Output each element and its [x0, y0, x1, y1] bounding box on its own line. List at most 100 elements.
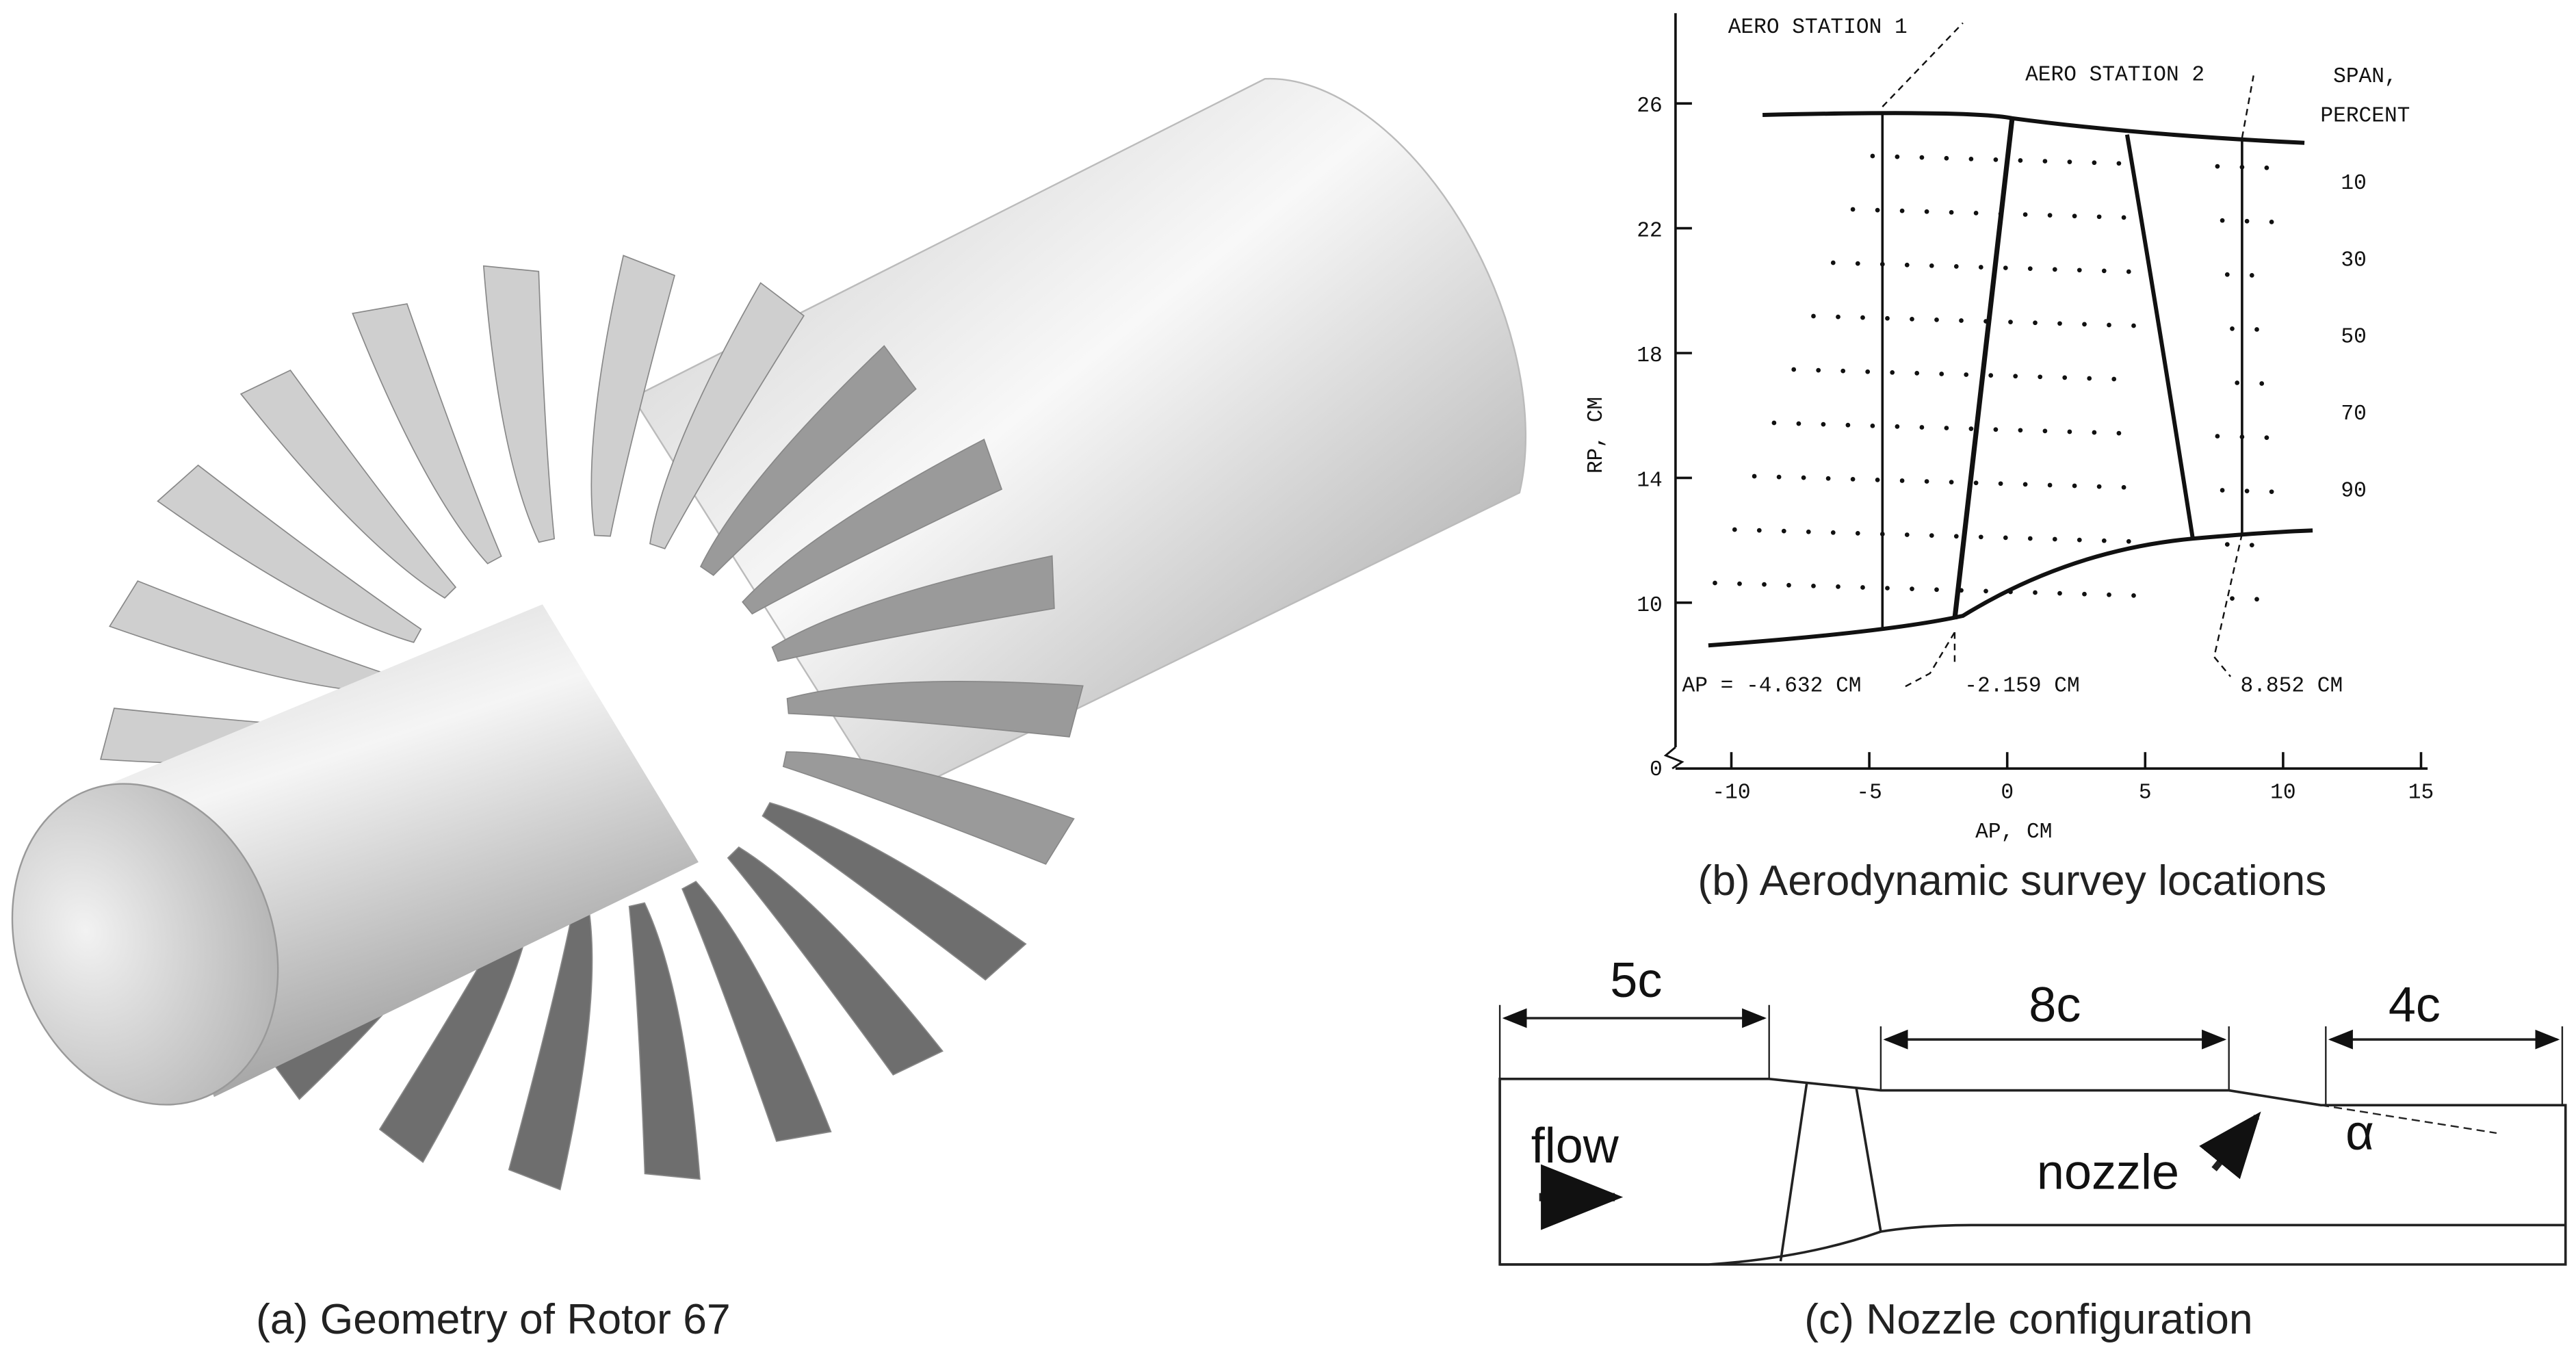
survey-point	[1988, 373, 1994, 378]
survey-point	[1836, 584, 1840, 589]
survey-point	[2082, 322, 2087, 327]
angle-label: α	[2345, 1106, 2374, 1160]
duct-bottom	[1500, 1223, 2566, 1266]
annotation: -2.159 CM	[1964, 674, 2079, 698]
survey-point	[1973, 480, 1979, 486]
survey-point	[1929, 263, 1934, 268]
survey-point	[1910, 586, 1914, 591]
span-label: 30	[2341, 248, 2366, 272]
survey-point	[2052, 267, 2057, 272]
survey-point	[1904, 532, 1910, 537]
nozzle-arrow	[2199, 1111, 2261, 1180]
annotation: 8.852 CM	[2241, 674, 2343, 698]
y-axis-label: RP, CM	[1585, 397, 1609, 473]
survey-point	[2220, 218, 2225, 223]
axis-break-label: 0	[1650, 758, 1663, 782]
survey-point	[2121, 215, 2126, 220]
extension-line	[1498, 1004, 2564, 1106]
survey-point	[2072, 213, 2077, 219]
blade	[681, 881, 832, 1142]
survey-point	[2067, 159, 2072, 164]
survey-point	[2224, 542, 2230, 547]
survey-point	[1830, 260, 1836, 265]
survey-point	[1949, 480, 1954, 484]
survey-point	[2239, 434, 2245, 439]
caption: (c) Nozzle configuration	[1804, 1296, 2252, 1343]
survey-point	[1959, 318, 1964, 323]
survey-point	[2042, 428, 2048, 434]
blade	[508, 908, 593, 1191]
survey-point	[1875, 478, 1880, 482]
survey-point	[2013, 374, 2018, 379]
survey-point	[1855, 261, 1860, 266]
y-tick-label: 14	[1637, 469, 1662, 493]
blade	[762, 802, 1027, 981]
survey-point	[2096, 484, 2102, 489]
survey-point	[2126, 538, 2131, 544]
survey-point	[2244, 489, 2250, 493]
survey-point	[1732, 527, 1737, 532]
trailing-edge	[2124, 134, 2195, 539]
survey-point	[1919, 155, 1925, 160]
y-tick-label: 10	[1637, 594, 1662, 618]
survey-point	[1860, 315, 1865, 320]
survey-point	[1890, 369, 1895, 375]
survey-point	[1939, 372, 1944, 376]
dimension-label: 5c	[1610, 953, 1662, 1008]
blade	[727, 846, 944, 1076]
survey-point	[1949, 209, 1954, 215]
survey-point	[2027, 536, 2033, 541]
survey-point	[2249, 543, 2254, 548]
survey-point	[1929, 533, 1934, 538]
survey-point	[1776, 474, 1782, 480]
survey-point	[1885, 586, 1890, 590]
blade	[699, 345, 917, 576]
survey-point	[1855, 531, 1860, 536]
rotor-illustration	[11, 77, 1527, 1191]
survey-point	[1904, 262, 1910, 268]
survey-point	[1968, 156, 1974, 161]
survey-point	[2101, 268, 2107, 274]
survey-point	[1737, 581, 1742, 586]
survey-point	[1713, 580, 1717, 586]
nozzle-label: nozzle	[2037, 1145, 2179, 1200]
survey-point	[1924, 209, 1929, 214]
survey-point	[1860, 585, 1865, 590]
hub-line	[1708, 528, 2313, 648]
survey-point	[1836, 314, 1840, 320]
blade	[628, 902, 701, 1180]
blade-section	[1779, 1082, 1882, 1262]
y-tick-label: 26	[1637, 94, 1662, 118]
survey-point	[1993, 157, 1999, 162]
survey-point	[2107, 322, 2111, 328]
survey-point	[1756, 528, 1762, 533]
survey-point	[2033, 320, 2038, 326]
survey-point	[1953, 534, 1959, 539]
survey-point	[1840, 368, 1846, 374]
survey-point	[2111, 376, 2117, 382]
survey-point	[2027, 266, 2033, 272]
survey-point	[2003, 535, 2008, 541]
survey-point	[1910, 316, 1914, 322]
survey-point	[2082, 591, 2087, 597]
x-tick-label: 10	[2270, 781, 2295, 805]
survey-point	[1953, 264, 1959, 269]
survey-point	[2264, 435, 2269, 440]
blade	[649, 282, 805, 549]
survey-point	[2022, 212, 2028, 217]
survey-point	[2224, 272, 2230, 277]
survey-point	[1865, 369, 1871, 374]
leader	[2241, 75, 2254, 138]
shaft-face	[11, 783, 279, 1106]
survey-point	[2018, 158, 2023, 163]
survey-point	[2215, 164, 2220, 169]
blade	[590, 255, 676, 537]
span-title: SPAN,	[2333, 65, 2397, 89]
x-tick-label: 15	[2408, 781, 2434, 805]
survey-point	[2062, 375, 2068, 380]
survey-point	[1821, 421, 1826, 427]
flow-label: flow	[1531, 1119, 1619, 1173]
survey-point	[2131, 593, 2136, 598]
survey-point	[2042, 159, 2048, 164]
survey-point	[1796, 421, 1801, 426]
